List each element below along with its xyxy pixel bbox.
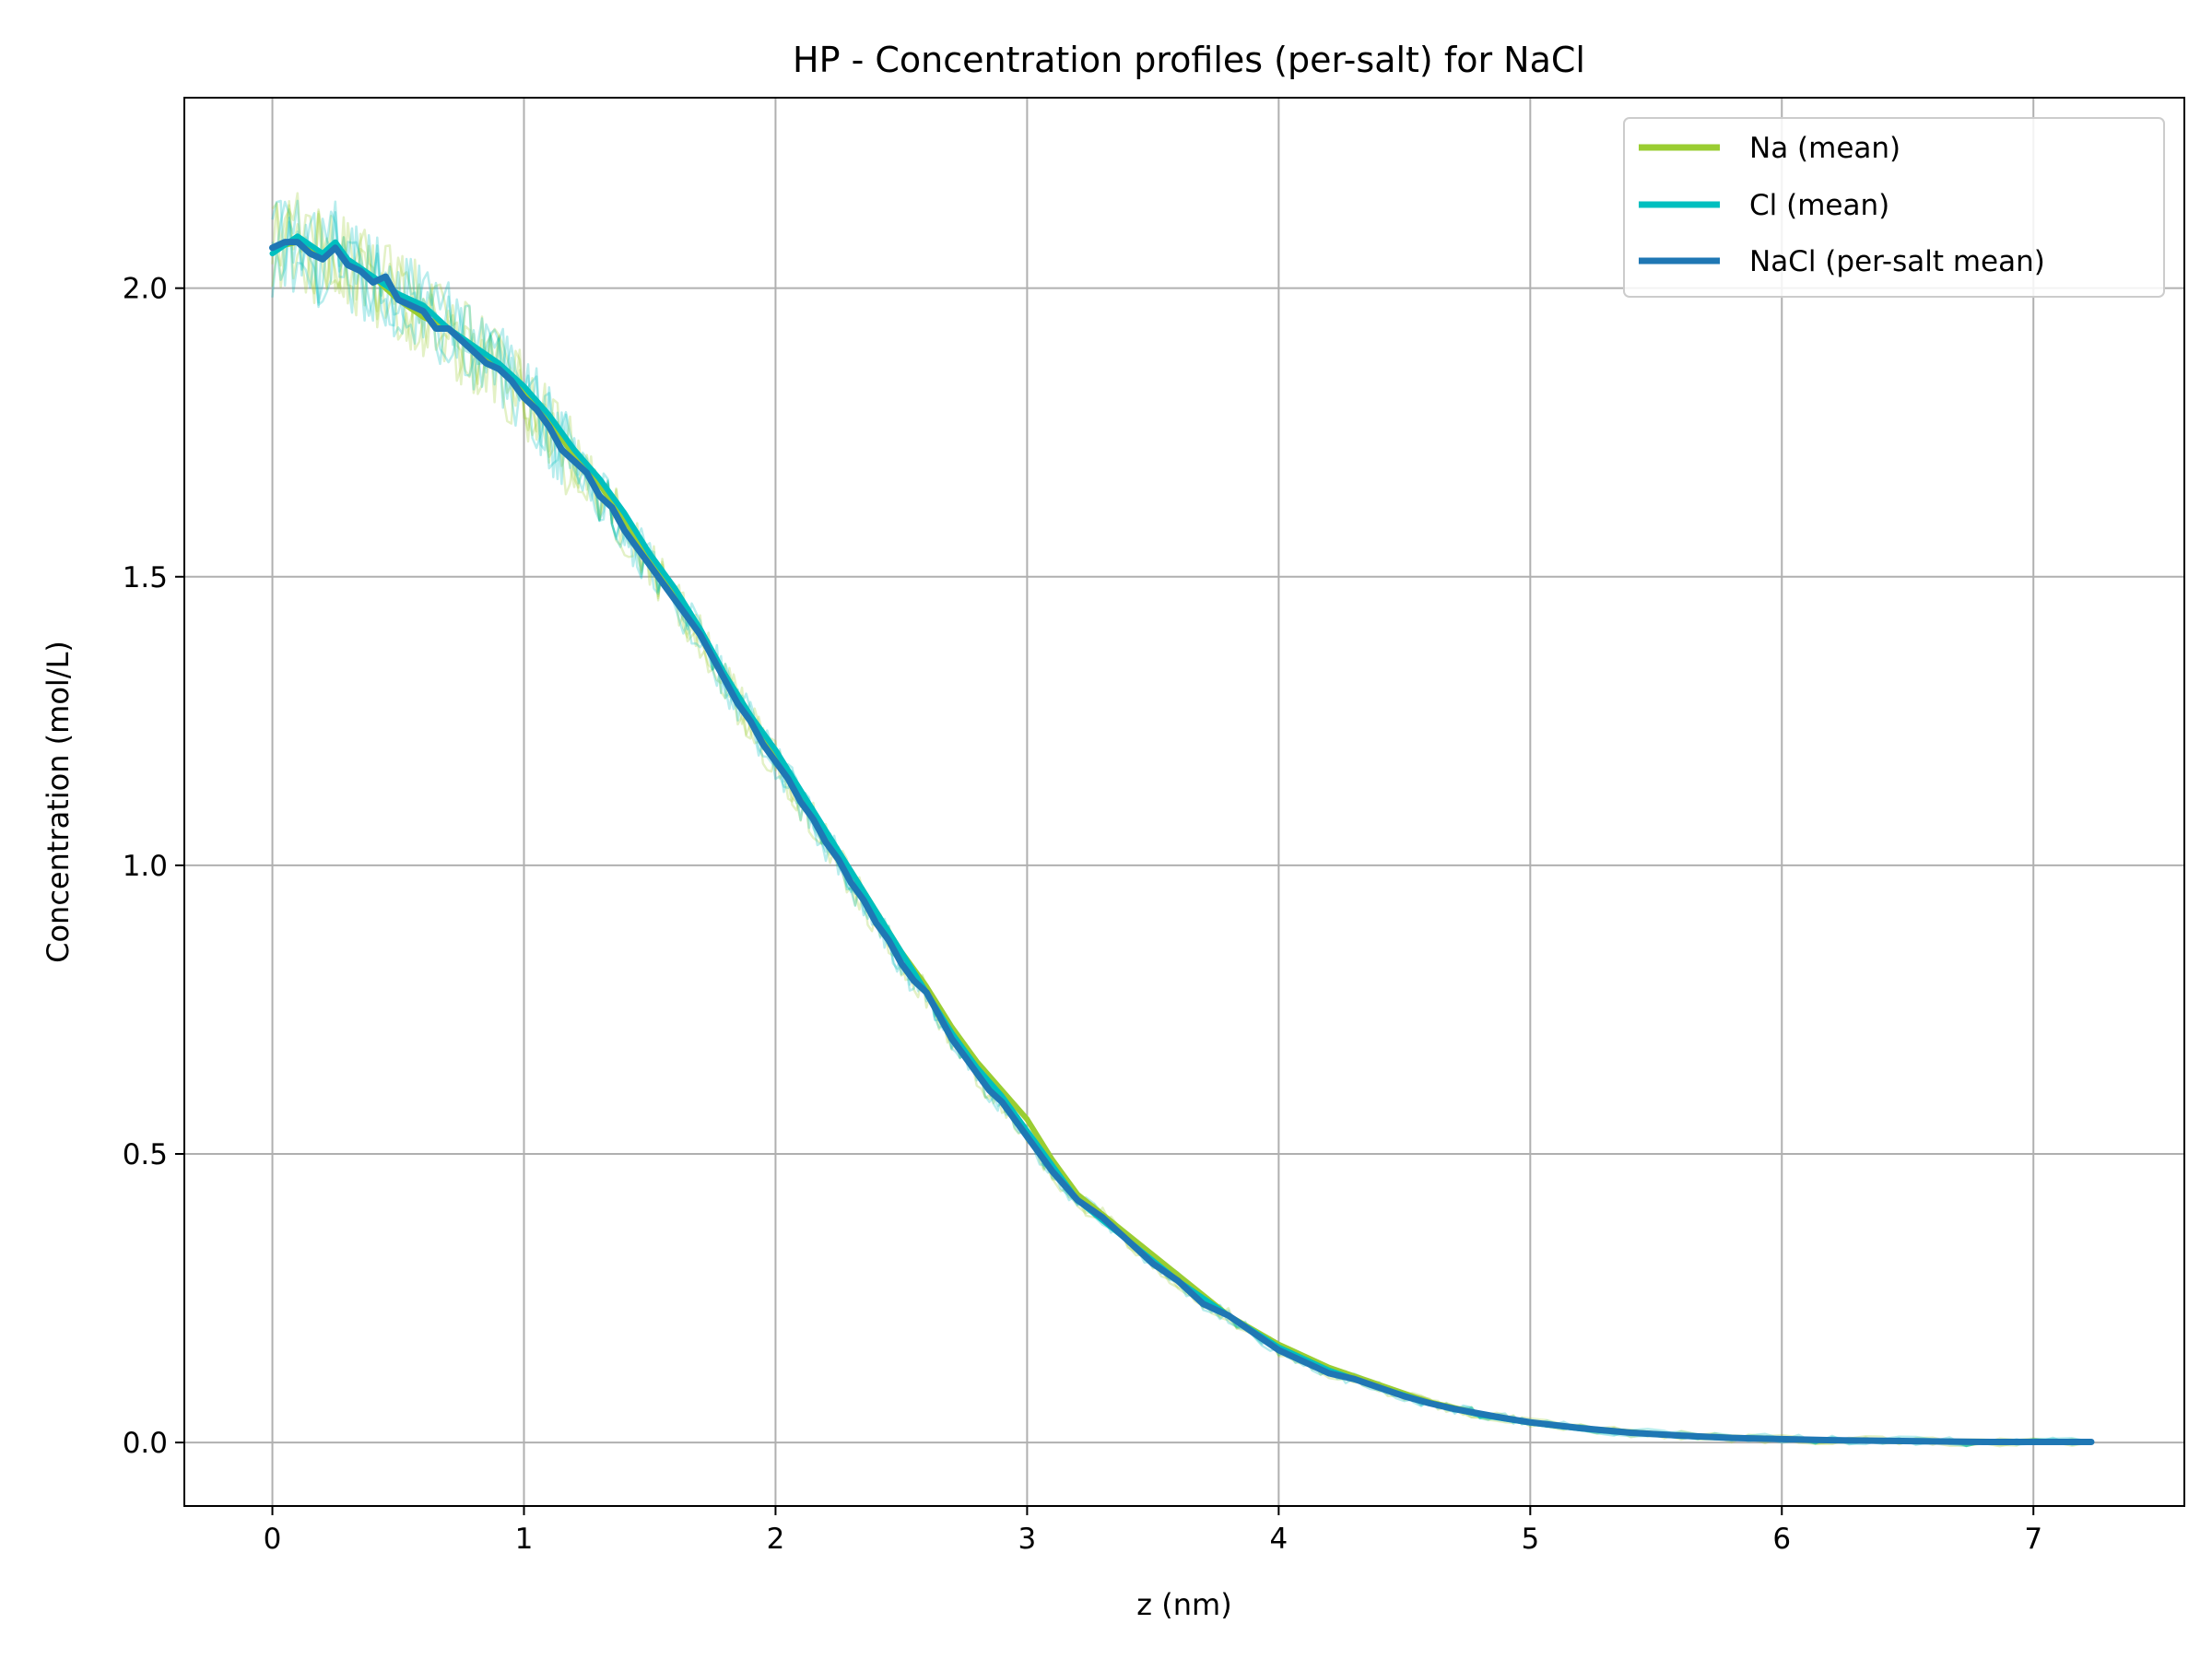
legend-label-na: Na (mean) [1749,132,1900,165]
series-lines [269,233,2095,1445]
y-tick-label: 1.5 [123,561,168,594]
series-line-nacl [269,239,2095,1445]
x-axis-label: z (nm) [1136,1587,1231,1622]
x-tick-label: 6 [1772,1523,1791,1556]
replicate-trace [271,199,2092,1448]
x-tick-label: 1 [515,1523,534,1556]
legend-label-cl: Cl (mean) [1749,189,1889,222]
y-tick-label: 0.0 [123,1427,168,1460]
replicate-trace [271,199,2092,1448]
grid [184,98,2184,1506]
x-axis-ticks: 0 1 2 3 4 5 6 7 [264,1506,2042,1556]
legend-label-nacl: NaCl (per-salt mean) [1749,245,2045,278]
y-tick-label: 0.5 [123,1138,168,1171]
y-tick-label: 1.0 [123,850,168,883]
plot-frame [183,97,2185,1507]
y-tick-label: 2.0 [123,273,168,306]
legend-box [1623,117,2165,298]
chart-title: HP - Concentration profiles (per-salt) f… [793,40,1585,80]
y-axis-label: Concentration (mol/L) [41,641,76,963]
x-tick-label: 5 [1521,1523,1539,1556]
x-tick-label: 2 [767,1523,785,1556]
x-tick-label: 3 [1018,1523,1037,1556]
x-tick-label: 7 [2024,1523,2042,1556]
legend: Na (mean) Cl (mean) NaCl (per-salt mean) [1623,117,2165,298]
x-tick-label: 4 [1269,1523,1288,1556]
y-axis-ticks: 0.0 0.5 1.0 1.5 2.0 [123,273,184,1460]
replicate-trace [271,200,2092,1448]
x-tick-label: 0 [264,1523,282,1556]
